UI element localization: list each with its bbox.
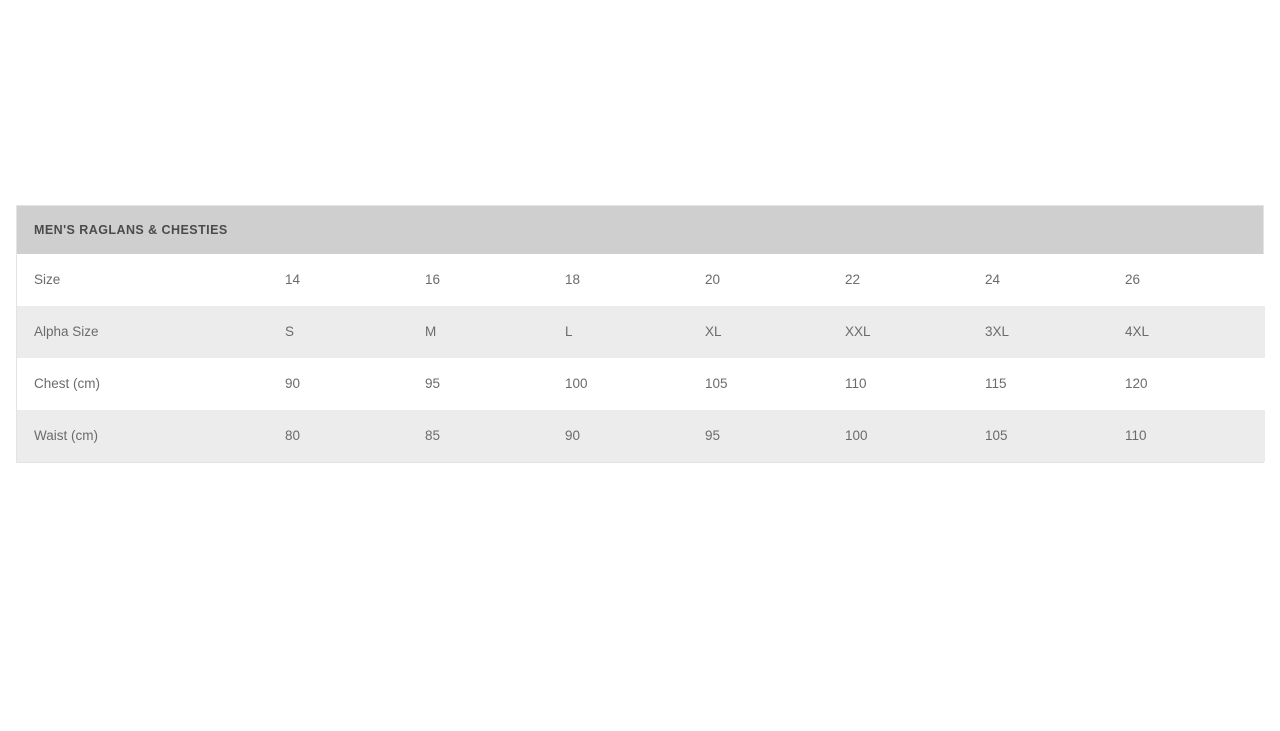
cell-alpha-size-6: 3XL: [985, 323, 1010, 339]
table-row: Chest (cm) 90 95 100 105 110 115 120: [17, 358, 1265, 410]
cell-chest-4: 105: [705, 375, 728, 391]
cell-waist-5: 100: [845, 427, 868, 443]
row-label-chest: Chest (cm): [34, 375, 101, 391]
cell-waist-1: 80: [285, 427, 301, 443]
size-chart-table: MEN'S RAGLANS & CHESTIES Size 14 16 18 2…: [16, 205, 1265, 463]
cell-chest-5: 110: [845, 375, 867, 391]
cell-alpha-size-1: S: [285, 323, 295, 339]
cell-size-1: 14: [285, 271, 301, 287]
cell-size-4: 20: [705, 271, 721, 287]
cell-chest-7: 120: [1125, 375, 1148, 391]
cell-size-5: 22: [845, 271, 861, 287]
cell-chest-3: 100: [565, 375, 588, 391]
cell-chest-6: 115: [985, 375, 1007, 391]
table-row: Alpha Size S M L XL XXL 3XL 4XL: [17, 306, 1265, 358]
cell-waist-4: 95: [705, 427, 721, 443]
row-label-size: Size: [34, 271, 61, 287]
cell-waist-6: 105: [985, 427, 1008, 443]
cell-alpha-size-7: 4XL: [1125, 323, 1150, 339]
cell-size-6: 24: [985, 271, 1001, 287]
cell-alpha-size-4: XL: [705, 323, 722, 339]
row-label-waist: Waist (cm): [34, 427, 98, 443]
cell-waist-7: 110: [1125, 427, 1147, 443]
size-chart-header: MEN'S RAGLANS & CHESTIES: [17, 206, 1263, 254]
cell-size-2: 16: [425, 271, 441, 287]
cell-waist-3: 90: [565, 427, 581, 443]
table-row: Waist (cm) 80 85 90 95 100 105 110: [17, 410, 1265, 462]
row-label-alpha-size: Alpha Size: [34, 323, 99, 339]
cell-chest-1: 90: [285, 375, 301, 391]
cell-chest-2: 95: [425, 375, 441, 391]
size-chart-title: MEN'S RAGLANS & CHESTIES: [34, 222, 228, 237]
cell-size-3: 18: [565, 271, 581, 287]
cell-alpha-size-3: L: [565, 323, 573, 339]
table-row: Size 14 16 18 20 22 24 26: [17, 254, 1265, 306]
cell-waist-2: 85: [425, 427, 441, 443]
measurements-table: Size 14 16 18 20 22 24 26 Alpha Size S M…: [17, 254, 1265, 462]
cell-alpha-size-5: XXL: [845, 323, 871, 339]
cell-size-7: 26: [1125, 271, 1141, 287]
cell-alpha-size-2: M: [425, 323, 437, 339]
